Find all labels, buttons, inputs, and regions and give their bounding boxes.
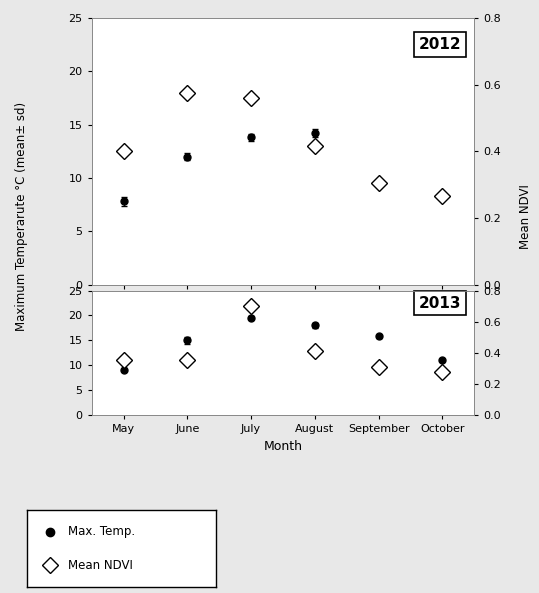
Text: 2013: 2013 — [419, 295, 461, 311]
Text: 2012: 2012 — [419, 37, 461, 52]
Text: Maximum Temperarute °C (mean± sd): Maximum Temperarute °C (mean± sd) — [15, 102, 28, 331]
X-axis label: Month: Month — [264, 439, 302, 452]
Text: Mean NDVI: Mean NDVI — [519, 184, 532, 249]
Text: Mean NDVI: Mean NDVI — [68, 559, 133, 572]
Text: Max. Temp.: Max. Temp. — [68, 525, 136, 538]
